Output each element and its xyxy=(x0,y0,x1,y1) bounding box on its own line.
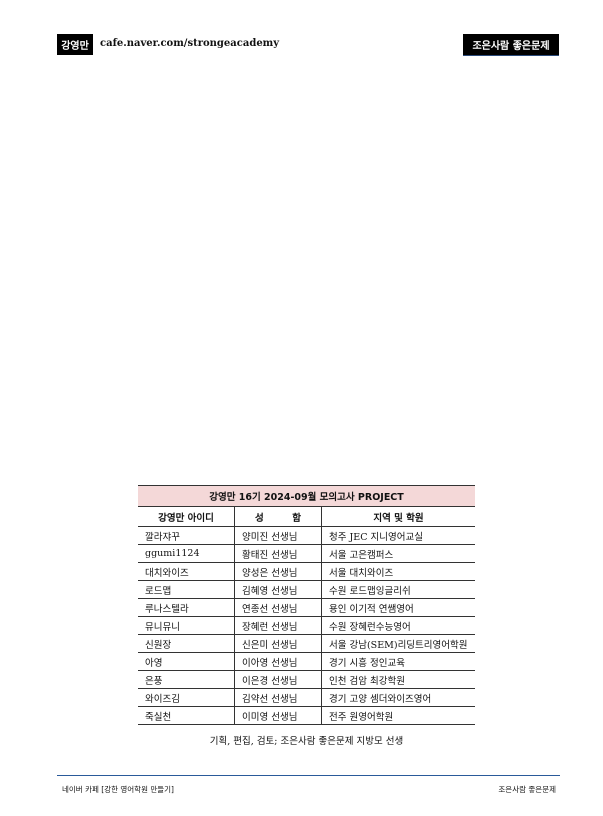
table-row: ggumi1124 황태진 선생님 서울 고은캠퍼스 xyxy=(138,544,475,563)
footer-divider xyxy=(57,775,560,776)
header-right-label: 조은사람 좋은문제 xyxy=(463,34,559,56)
cafe-url: cafe.naver.com/strongeacademy xyxy=(100,38,280,49)
academy-cell: 서울 고은캠퍼스 xyxy=(321,544,475,563)
credit-line: 기획, 편집, 검토; 조은사람 좋은문제 지방모 선생 xyxy=(209,736,404,747)
table-row: 신원장 신은미 선생님 서울 강남(SEM)리딩트리영어학원 xyxy=(138,634,475,653)
table-row: 와이즈김 김약선 선생님 경기 고양 셈더와이즈영어 xyxy=(138,688,475,707)
table-row: 뮤니뮤니 장혜런 선생님 수원 장혜런수능영어 xyxy=(138,616,475,635)
academy-cell: 수원 장혜런수능영어 xyxy=(321,616,475,635)
academy-cell: 용인 이기적 연쌤영어 xyxy=(321,598,475,617)
academy-cell: 인천 검암 최강학원 xyxy=(321,670,475,689)
academy-cell: 경기 시흥 정인교육 xyxy=(321,652,475,671)
name-cell: 양성은 선생님 xyxy=(234,562,322,581)
column-header: 성 함 xyxy=(234,506,322,527)
id-cell: 깔라쟈꾸 xyxy=(138,526,235,545)
name-cell: 이아영 선생님 xyxy=(234,652,322,671)
project-table: 강영만 16기 2024-09월 모의고사 PROJECT 강영만 아이디 성 함… xyxy=(138,485,475,725)
name-cell: 연종선 선생님 xyxy=(234,598,322,617)
academy-cell: 전주 원영어학원 xyxy=(321,706,475,725)
table-row: 깔라쟈꾸 양미진 선생님 청주 JEC 지니영어교실 xyxy=(138,526,475,545)
name-cell: 김약선 선생님 xyxy=(234,688,322,707)
id-cell: 와이즈김 xyxy=(138,688,235,707)
academy-cell: 경기 고양 셈더와이즈영어 xyxy=(321,688,475,707)
id-cell: 로드맵 xyxy=(138,580,235,599)
name-cell: 신은미 선생님 xyxy=(234,634,322,653)
id-cell: 은풍 xyxy=(138,670,235,689)
id-cell: ggumi1124 xyxy=(138,544,235,563)
column-header: 지역 및 학원 xyxy=(321,506,475,527)
name-cell: 황태진 선생님 xyxy=(234,544,322,563)
academy-cell: 서울 대치와이즈 xyxy=(321,562,475,581)
table-row: 대치와이즈 양성은 선생님 서울 대치와이즈 xyxy=(138,562,475,581)
academy-cell: 수원 로드맵잉글리쉬 xyxy=(321,580,475,599)
name-cell: 장혜런 선생님 xyxy=(234,616,322,635)
name-cell: 양미진 선생님 xyxy=(234,526,322,545)
footer-left: 네이버 카페 [강한 영어학원 만들기] xyxy=(62,785,174,794)
table-row: 은풍 이은경 선생님 인천 검암 최강학원 xyxy=(138,670,475,689)
brand-label: 강영만 xyxy=(57,34,93,55)
id-cell: 뮤니뮤니 xyxy=(138,616,235,635)
name-cell: 이미영 선생님 xyxy=(234,706,322,725)
id-cell: 루나스텔라 xyxy=(138,598,235,617)
column-header: 강영만 아이디 xyxy=(138,506,235,527)
name-cell: 이은경 선생님 xyxy=(234,670,322,689)
table-title: 강영만 16기 2024-09월 모의고사 PROJECT xyxy=(138,485,475,507)
table-row: 로드맵 김혜영 선생님 수원 로드맵잉글리쉬 xyxy=(138,580,475,599)
name-cell: 김혜영 선생님 xyxy=(234,580,322,599)
academy-cell: 서울 강남(SEM)리딩트리영어학원 xyxy=(321,634,475,653)
id-cell: 신원장 xyxy=(138,634,235,653)
id-cell: 아영 xyxy=(138,652,235,671)
table-row: 아영 이아영 선생님 경기 시흥 정인교육 xyxy=(138,652,475,671)
table-row: 죽실천 이미영 선생님 전주 원영어학원 xyxy=(138,706,475,725)
academy-cell: 청주 JEC 지니영어교실 xyxy=(321,526,475,545)
id-cell: 죽실천 xyxy=(138,706,235,725)
footer-right: 조은사람 좋은문제 xyxy=(498,785,556,794)
id-cell: 대치와이즈 xyxy=(138,562,235,581)
table-row: 루나스텔라 연종선 선생님 용인 이기적 연쌤영어 xyxy=(138,598,475,617)
